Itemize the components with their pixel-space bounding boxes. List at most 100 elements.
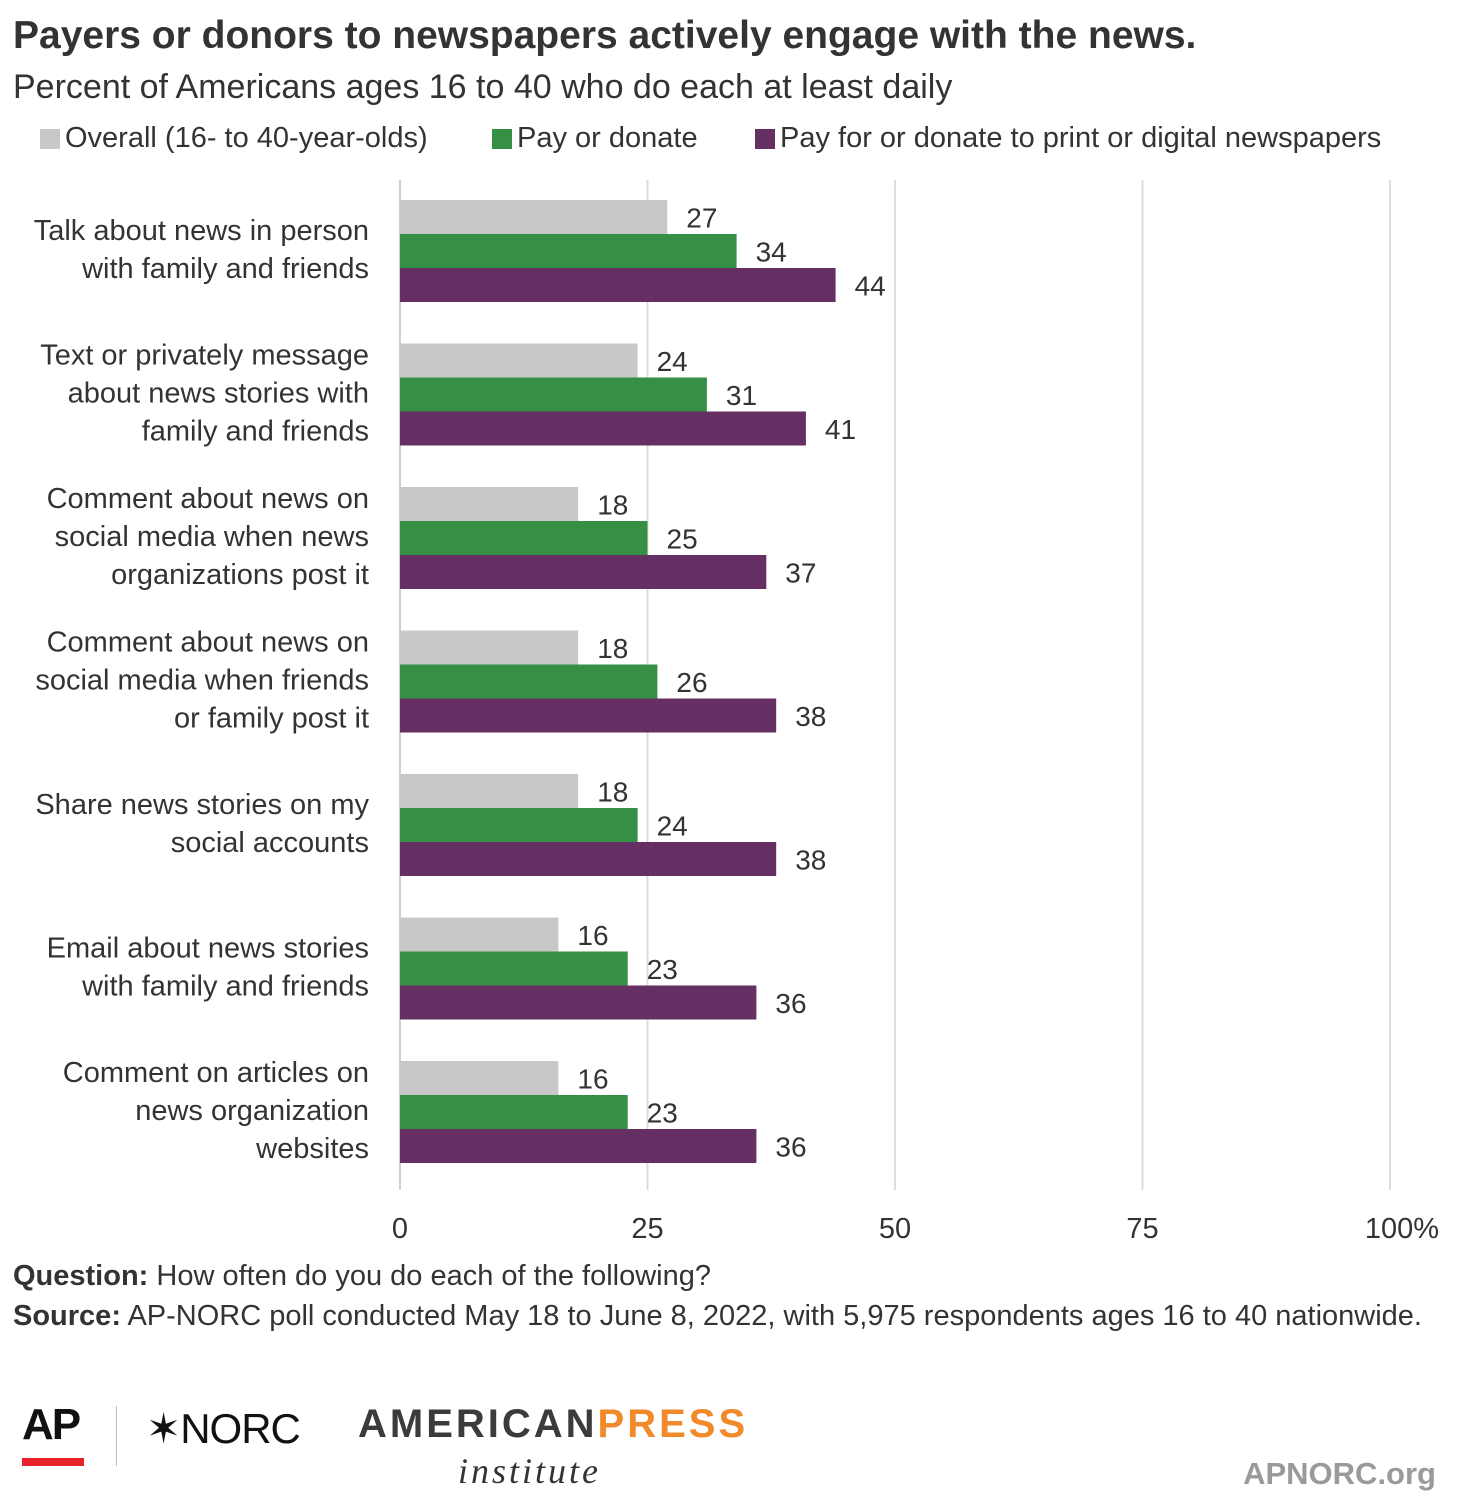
legend-swatch-newspapers — [755, 128, 775, 149]
data-label: 24 — [657, 346, 688, 377]
x-tick-label: 25 — [631, 1213, 663, 1245]
data-label: 18 — [597, 776, 628, 807]
bar — [400, 268, 836, 302]
category-label-line: Text or privately message — [40, 339, 369, 371]
data-label: 23 — [647, 1097, 678, 1128]
bar — [400, 1095, 628, 1129]
legend-label-newspapers: Pay for or donate to print or digital ne… — [780, 122, 1382, 154]
category-label-line: Comment about news on — [47, 483, 369, 515]
bar — [400, 630, 579, 665]
category-label-line: Share news stories on my — [35, 789, 369, 821]
category-label-line: Talk about news in person — [34, 215, 369, 247]
data-label: 31 — [726, 380, 757, 411]
bar — [400, 377, 707, 412]
source-text: AP-NORC poll conducted May 18 to June 8,… — [120, 1300, 1422, 1332]
bar — [400, 343, 638, 378]
category-label-line: news organization — [135, 1095, 369, 1127]
legend-label-overall: Overall (16- to 40-year-olds) — [65, 122, 428, 154]
site-link[interactable]: APNORC.org — [1243, 1456, 1436, 1491]
category-label-line: social media when friends — [35, 664, 369, 696]
legend-item-newspapers: Pay for or donate to print or digital ne… — [755, 122, 1381, 155]
x-tick-label: 0 — [392, 1213, 408, 1245]
data-label: 16 — [577, 1063, 608, 1094]
logo-divider — [116, 1406, 117, 1466]
bar — [400, 1061, 559, 1095]
api-logo-institute: institute — [458, 1451, 601, 1491]
notes: Question: How often do you do each of th… — [13, 1256, 1453, 1336]
data-label: 34 — [756, 236, 787, 267]
api-logo-american: AMERICAN — [358, 1402, 598, 1446]
category-label-line: Comment about news on — [47, 626, 369, 658]
data-label: 23 — [647, 954, 678, 985]
bar — [400, 842, 777, 876]
bar — [400, 521, 648, 555]
data-label: 36 — [775, 988, 806, 1019]
source-note: Source: AP-NORC poll conducted May 18 to… — [13, 1296, 1453, 1336]
bar — [400, 555, 767, 589]
category-label-line: organizations post it — [111, 559, 369, 591]
data-label: 44 — [855, 270, 886, 301]
ap-logo-underline — [22, 1458, 84, 1466]
category-label-line: about news stories with — [68, 377, 369, 409]
question-label: Question: — [13, 1260, 149, 1292]
ap-logo: AP — [22, 1400, 81, 1449]
category-label-line: with family and friends — [81, 253, 369, 285]
category-label-line: Email about news stories — [47, 932, 369, 964]
data-label: 26 — [676, 667, 707, 698]
data-label: 16 — [577, 920, 608, 951]
legend-item-overall: Overall (16- to 40-year-olds) — [40, 122, 428, 155]
category-label-line: or family post it — [174, 702, 369, 734]
category-label-line: social media when news — [55, 521, 369, 553]
bar — [400, 487, 579, 521]
bar — [400, 200, 668, 234]
data-label: 25 — [667, 523, 698, 554]
category-label-line: family and friends — [142, 415, 369, 447]
data-label: 37 — [785, 557, 816, 588]
category-label: Talk about news in person with family and… — [34, 215, 369, 285]
bar — [400, 411, 806, 446]
chart-title: Payers or donors to newspapers actively … — [13, 14, 1197, 57]
category-label: Share news stories on my social accounts — [35, 789, 369, 859]
data-label: 24 — [657, 810, 688, 841]
legend-swatch-pay-or-donate — [492, 128, 512, 149]
data-label: 41 — [825, 414, 856, 445]
bar — [400, 985, 757, 1020]
footer: AP ✶NORC AMERICANPRESS institute APNORC.… — [0, 1390, 1464, 1508]
question-note: Question: How often do you do each of th… — [13, 1256, 1453, 1296]
category-label-line: Comment on articles on — [63, 1057, 369, 1089]
category-label-line: with family and friends — [81, 970, 369, 1002]
category-label-line: social accounts — [171, 827, 369, 859]
api-logo-press: PRESS — [597, 1402, 749, 1446]
source-label: Source: — [13, 1300, 121, 1332]
question-text: How often do you do each of the followin… — [148, 1260, 711, 1292]
data-label: 18 — [597, 633, 628, 664]
data-label: 38 — [795, 844, 826, 875]
legend-swatch-overall — [40, 128, 60, 149]
data-label: 38 — [795, 701, 826, 732]
category-label: Text or privately message about news stor… — [40, 339, 369, 447]
norc-logo: ✶NORC — [146, 1405, 301, 1452]
legend-item-pay-or-donate: Pay or donate — [492, 122, 698, 155]
chart-subtitle: Percent of Americans ages 16 to 40 who d… — [13, 68, 953, 106]
american-press-institute-logo: AMERICANPRESS — [358, 1402, 748, 1447]
category-label: Comment on articles on news organization w… — [63, 1057, 369, 1165]
x-tick-label: 50 — [879, 1213, 911, 1245]
category-label: Comment about news on social media when f… — [35, 626, 369, 734]
bar — [400, 698, 777, 733]
data-label: 36 — [775, 1131, 806, 1162]
data-label: 27 — [686, 202, 717, 233]
category-label: Comment about news on social media when n… — [47, 483, 369, 591]
category-label: Email about news stories with family and … — [47, 932, 369, 1002]
bar — [400, 664, 658, 699]
x-tick-label: 75 — [1126, 1213, 1158, 1245]
bar-chart: 0 25 50 75 100% 27 34 44 Talk about news in pers… — [34, 180, 1439, 1245]
x-tick-label: 100% — [1365, 1213, 1439, 1245]
data-label: 18 — [597, 489, 628, 520]
bar — [400, 951, 628, 986]
bar — [400, 1129, 757, 1163]
bar — [400, 774, 579, 808]
bar — [400, 917, 559, 952]
legend-label-pay-or-donate: Pay or donate — [517, 122, 698, 154]
bar — [400, 234, 737, 268]
bar — [400, 808, 638, 842]
